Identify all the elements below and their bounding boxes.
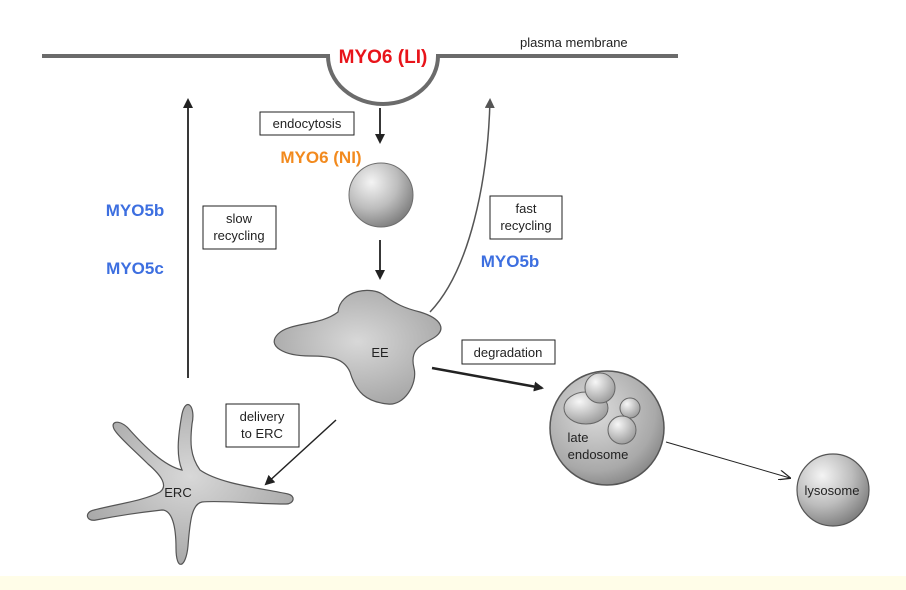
endocytic-vesicle xyxy=(349,163,413,227)
endocytosis-label: endocytosis xyxy=(273,116,342,131)
late-endosome-vesicle-d xyxy=(608,416,636,444)
myo6-li-label: MYO6 (LI) xyxy=(339,47,428,68)
myo6-ni-label: MYO6 (NI) xyxy=(280,148,361,167)
footer-band xyxy=(0,576,906,590)
plasma-membrane-label: plasma membrane xyxy=(520,35,628,50)
late-endosome-label-line2: endosome xyxy=(568,447,629,462)
myo5b-left-label: MYO5b xyxy=(106,201,165,220)
slow-recycling-label-line2: recycling xyxy=(213,228,264,243)
lysosome-label: lysosome xyxy=(805,483,860,498)
late-endosome-label-line1: late xyxy=(568,430,589,445)
delivery-label-line1: delivery xyxy=(240,409,285,424)
erc-label: ERC xyxy=(164,485,191,500)
degradation-arrow xyxy=(432,368,542,388)
fast-recycling-label-line1: fast xyxy=(516,201,537,216)
delivery-label-line2: to ERC xyxy=(241,426,283,441)
myo5b-right-label: MYO5b xyxy=(481,252,540,271)
early-endosome xyxy=(274,290,441,404)
late-endosome-vesicle-b xyxy=(585,373,615,403)
slow-recycling-label-line1: slow xyxy=(226,211,253,226)
degradation-label: degradation xyxy=(474,345,543,360)
lysosome-arrow xyxy=(666,442,790,478)
fast-recycling-arrow xyxy=(430,100,490,312)
fast-recycling-label-line2: recycling xyxy=(500,218,551,233)
myo5c-label: MYO5c xyxy=(106,259,164,278)
late-endosome-vesicle-c xyxy=(620,398,640,418)
ee-label: EE xyxy=(371,345,389,360)
